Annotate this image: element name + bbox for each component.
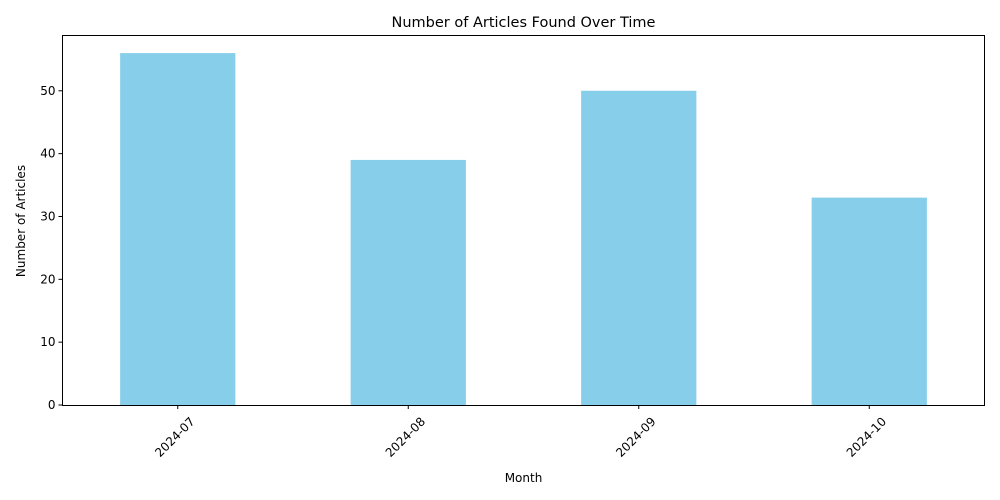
x-axis-label: Month <box>505 471 543 485</box>
y-tick-label: 0 <box>48 398 56 412</box>
chart-title: Number of Articles Found Over Time <box>392 15 656 31</box>
y-tick-label: 50 <box>40 84 55 98</box>
bar-2024-07 <box>120 53 236 405</box>
bar-2024-10 <box>811 197 927 405</box>
y-tick-label: 10 <box>40 335 55 349</box>
bar-2024-09 <box>581 90 697 405</box>
y-axis-label: Number of Articles <box>14 165 28 277</box>
y-tick-label: 20 <box>40 272 55 286</box>
bar-2024-08 <box>350 159 466 405</box>
y-tick-label: 40 <box>40 147 55 161</box>
plot-frame <box>62 35 985 406</box>
y-axis-ticks: 0 10 20 30 40 50 <box>40 84 63 412</box>
bars <box>120 53 927 405</box>
y-tick-label: 30 <box>40 209 55 223</box>
